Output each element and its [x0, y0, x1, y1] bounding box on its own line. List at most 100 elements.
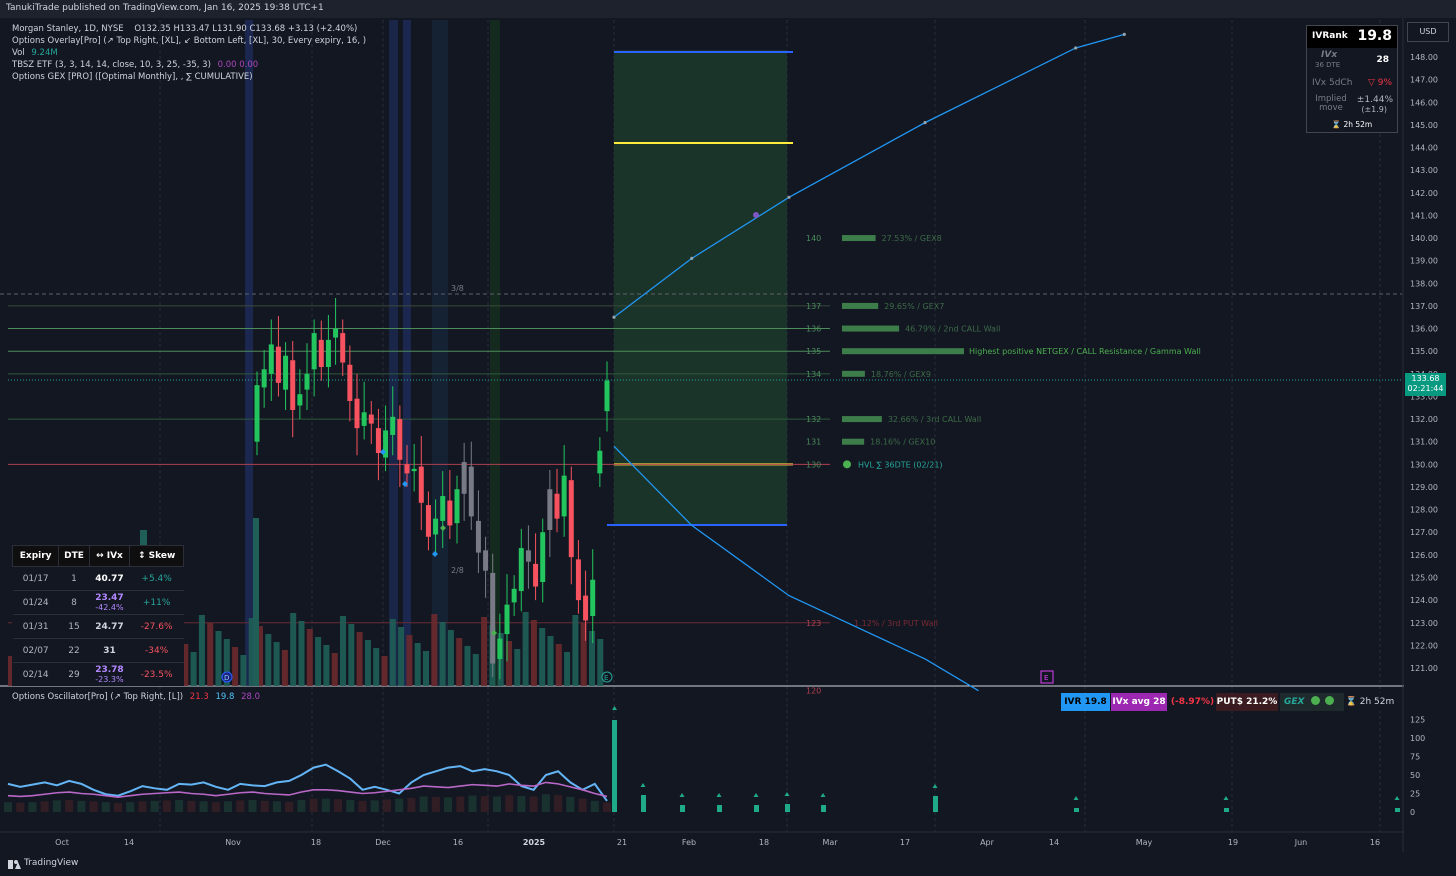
time-tick-label: Jun — [1294, 838, 1308, 847]
volume-bar — [547, 636, 554, 686]
oscillator-future-bar — [717, 805, 722, 812]
dividend-marker-label: D — [224, 674, 229, 682]
oscillator-histogram-bar — [456, 796, 465, 812]
gex-chip: GEX — [1280, 693, 1344, 711]
annotation-label: 2/8 — [451, 566, 464, 575]
price-tick-label: 126.00 — [1410, 551, 1438, 560]
ivx-change: -42.4% — [95, 602, 124, 612]
oscillator-tick-label: 125 — [1410, 716, 1425, 725]
candle-body — [561, 475, 567, 517]
dte-cell: 22 — [58, 638, 90, 663]
ivx-value: 31 — [103, 645, 116, 656]
gex-label: Highest positive NETGEX / CALL Resistanc… — [969, 347, 1201, 356]
oscillator-layer — [4, 706, 1400, 812]
strike-label: 140 — [806, 234, 821, 243]
volume-bar — [389, 619, 396, 686]
future-earnings-marker-icon — [1040, 670, 1054, 684]
volume-bar — [373, 648, 380, 686]
oscillator-histogram-bar — [346, 800, 355, 812]
ivx-row: IVx 36 DTE 28 — [1307, 50, 1397, 70]
ivx-cell: 23.47 -42.4% — [89, 590, 130, 615]
currency-button[interactable]: USD — [1407, 22, 1449, 42]
legend-overlay[interactable]: Options Overlay[Pro] (↗ Top Right, [XL],… — [12, 36, 366, 46]
oscillator-histogram-bar — [114, 803, 123, 812]
volume-bar — [315, 637, 322, 686]
strike-label: 136 — [806, 325, 821, 334]
candle-body — [325, 339, 331, 368]
oscillator-arrow-icon — [753, 793, 759, 797]
oscillator-histogram-bar — [529, 796, 538, 812]
expiry-band — [389, 20, 398, 686]
price-tick-label: 142.00 — [1410, 189, 1438, 198]
candle-body — [447, 500, 453, 526]
candle-body — [361, 412, 367, 426]
ivx-value: 28 — [1376, 55, 1389, 65]
volume-bar — [530, 620, 537, 686]
expected-move-area — [614, 50, 787, 526]
volume-bar — [215, 631, 222, 686]
signal-diamond-icon — [380, 449, 386, 455]
ivx-label: IVx — [1321, 50, 1338, 60]
oscillator-histogram-bar — [52, 800, 61, 812]
oscillator-arrow-icon — [716, 793, 722, 797]
time-tick-label: Feb — [682, 838, 696, 847]
implied-label: Implied move — [1315, 94, 1347, 113]
oscillator-histogram-bar — [65, 800, 74, 812]
oscillator-histogram-bar — [468, 795, 477, 812]
oscillator-tick-label: 25 — [1410, 790, 1420, 799]
time-tick-label: May — [1136, 838, 1153, 847]
timer-chip: ⌛ 2h 52m — [1344, 693, 1396, 711]
candle-body — [533, 563, 539, 587]
volume-bar — [248, 618, 255, 686]
time-tick-label: 14 — [1049, 838, 1059, 847]
strike-label: 135 — [806, 347, 821, 356]
volume-bar — [290, 613, 297, 686]
volume-bar — [207, 623, 214, 686]
expiry-cell: 02/07 — [12, 638, 59, 663]
candle-body — [461, 462, 467, 494]
time-tick-label: Nov — [225, 838, 241, 847]
oscillator-histogram-bar — [101, 802, 110, 812]
osc-value-3: 28.0 — [241, 692, 261, 702]
oscillator-histogram-bar — [395, 798, 404, 812]
oscillator-legend[interactable]: Options Oscillator[Pro] (↗ Top Right, [L… — [12, 692, 260, 702]
oscillator-histogram-bar — [28, 802, 37, 812]
price-tick-label: 133.00 — [1410, 392, 1438, 401]
skew-cell: -34% — [129, 638, 184, 663]
signal-diamond-icon — [440, 525, 446, 531]
time-tick-label: Oct — [55, 838, 69, 847]
candle-body — [304, 373, 310, 390]
candle-body — [440, 496, 446, 521]
volume-bar — [580, 623, 587, 686]
status-dot-icon — [1310, 696, 1320, 705]
col-skew: ↕ Skew — [129, 545, 184, 567]
candle-body — [283, 355, 289, 390]
projection-point — [690, 256, 694, 261]
price-tick-label: 137.00 — [1410, 302, 1438, 311]
gex-bar — [842, 325, 900, 332]
legend-vol[interactable]: Vol 9.24M — [12, 48, 58, 58]
oscillator-arrow-icon — [612, 706, 617, 710]
candle-body — [254, 385, 260, 442]
candle-body — [397, 419, 403, 460]
oscillator-future-bar — [1224, 808, 1229, 812]
oscillator-future-bar — [821, 805, 826, 812]
expiry-cell: 01/31 — [12, 614, 59, 639]
volume-bar — [340, 616, 346, 686]
candle-body — [375, 428, 381, 454]
candle-body — [575, 559, 581, 601]
col-dte: DTE — [58, 545, 90, 567]
strike-label: 132 — [806, 415, 821, 424]
projection-point — [787, 195, 791, 199]
ivx-cell: 31 — [89, 638, 130, 663]
oscillator-histogram-bar — [566, 796, 575, 812]
price-tick-label: 141.00 — [1410, 211, 1438, 220]
overlay-label: Options Overlay[Pro] (↗ Top Right, [XL],… — [12, 36, 367, 46]
legend-symbol[interactable]: Morgan Stanley, 1D, NYSE O132.35 H133.47… — [12, 24, 357, 34]
time-tick-label: Apr — [980, 838, 995, 847]
legend-gex[interactable]: Options GEX [PRO] ([Optimal Monthly], , … — [12, 72, 253, 82]
oscillator-histogram-bar — [419, 796, 428, 812]
oscillator-histogram-bar — [260, 800, 269, 812]
legend-tbsz[interactable]: TBSZ ETF (3, 3, 14, 14, close, 10, 3, 25… — [12, 60, 258, 70]
